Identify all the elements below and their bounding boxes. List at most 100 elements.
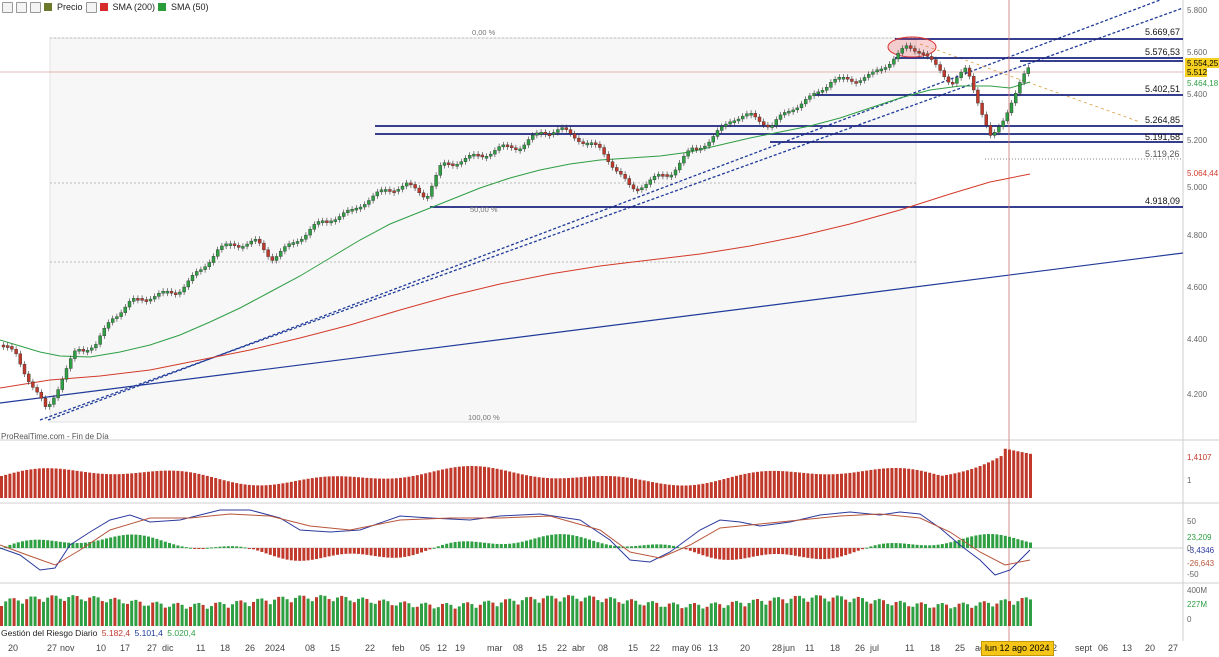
candle-body (514, 147, 518, 150)
candle-body (279, 251, 283, 257)
atr-bar (520, 474, 524, 498)
osc-bar (609, 545, 612, 548)
atr-bar (210, 476, 213, 498)
osc-bar (378, 548, 381, 557)
osc-bar (71, 542, 75, 548)
osc-bar (890, 543, 894, 548)
osc-bar (831, 548, 835, 559)
vol-bar (46, 597, 50, 626)
candle-body (993, 132, 997, 136)
atr-bar (25, 469, 29, 498)
candle-body (60, 379, 64, 390)
vol-bar (457, 606, 461, 626)
vol-bar (285, 599, 289, 626)
vol-value: 227M (1187, 600, 1207, 609)
atr-bar (894, 467, 898, 498)
candle-body (690, 147, 694, 151)
osc-bar (806, 548, 810, 558)
date-tick: 28 (772, 643, 783, 653)
candle-body (539, 132, 543, 135)
atr-bar (991, 460, 995, 498)
trading-chart[interactable]: 5.800 5.600 5.400 5.200 5.000 4.800 4.60… (0, 0, 1219, 641)
settings-icon[interactable] (16, 1, 27, 13)
osc-bar (252, 548, 255, 550)
vol-bar (667, 603, 671, 626)
atr-histogram (0, 448, 1032, 498)
vol-bar (336, 597, 339, 626)
candle-body (253, 238, 258, 242)
osc-bar (516, 542, 520, 548)
atr-bar (344, 476, 348, 498)
vol-bar (21, 603, 24, 626)
atr-bar (667, 484, 671, 498)
atr-bar (1029, 453, 1032, 498)
osc-bar (273, 548, 276, 557)
vol-bar (126, 603, 129, 626)
atr-bar (432, 471, 436, 498)
vol-bar (1024, 597, 1028, 626)
candle-body (615, 167, 619, 172)
level-lines[interactable] (375, 38, 1183, 208)
trendline-long[interactable] (0, 252, 1184, 404)
vol-bar (840, 596, 843, 626)
atr-bar (743, 473, 747, 498)
atr-bar (613, 476, 617, 498)
atr-bar (1016, 451, 1020, 498)
candle-body (94, 344, 98, 349)
vol-bar (995, 603, 999, 626)
vol-bar (970, 607, 974, 626)
atr-bar (420, 474, 423, 498)
vol-bar (247, 606, 251, 626)
osc-bar (735, 548, 738, 560)
candle-body (266, 249, 270, 257)
candle-body (68, 358, 73, 369)
candle-body (669, 174, 673, 178)
atr-value: 1,4107 (1187, 453, 1212, 462)
candle-body (190, 275, 195, 282)
candle-body (606, 154, 610, 162)
osc-bar (945, 543, 948, 548)
osc-bar (525, 540, 528, 548)
price-label[interactable]: Precio (57, 2, 83, 12)
wrench-icon[interactable] (85, 1, 97, 13)
atr-bar (441, 469, 444, 498)
candle-body (194, 271, 199, 276)
zoom-icon[interactable] (2, 1, 13, 13)
candle-body (892, 58, 896, 65)
vol-bar (289, 602, 293, 626)
candle-body (396, 189, 400, 192)
trendline-channel-a[interactable] (47, 0, 1161, 421)
sma50-label[interactable]: SMA (50) (171, 2, 209, 12)
atr-bar (617, 476, 621, 498)
candle-body (379, 189, 384, 193)
candle-body (564, 127, 568, 130)
osc-bar (655, 544, 659, 548)
vol-bar (134, 599, 138, 626)
osc-bar (848, 548, 852, 554)
osc-bar (315, 548, 318, 560)
osc-bar (84, 542, 87, 548)
atr-bar (411, 475, 415, 498)
date-tick: 15 (537, 643, 548, 653)
osc-bar (352, 548, 356, 554)
risk-value-2: 5.101,4 (134, 628, 163, 638)
atr-bar (890, 468, 894, 498)
osc-bar (281, 548, 285, 559)
vol-bar (898, 600, 902, 626)
candle-body (102, 327, 107, 337)
atr-bar (285, 482, 289, 498)
trendline-channel-b[interactable] (39, 7, 1184, 421)
vol-bar (814, 595, 818, 626)
osc-bar (630, 546, 633, 548)
price-candles[interactable] (1, 42, 1031, 410)
vol-bar (96, 597, 100, 626)
sma200-label[interactable]: SMA (200) (112, 2, 156, 12)
osc-bar (718, 548, 722, 560)
candle-body (543, 132, 547, 135)
osc-bar (184, 547, 188, 549)
close-icon[interactable] (30, 1, 41, 13)
vol-bar (781, 599, 785, 626)
atr-bar (495, 468, 499, 498)
osc-bar (130, 534, 134, 548)
atr-bar (508, 471, 512, 498)
